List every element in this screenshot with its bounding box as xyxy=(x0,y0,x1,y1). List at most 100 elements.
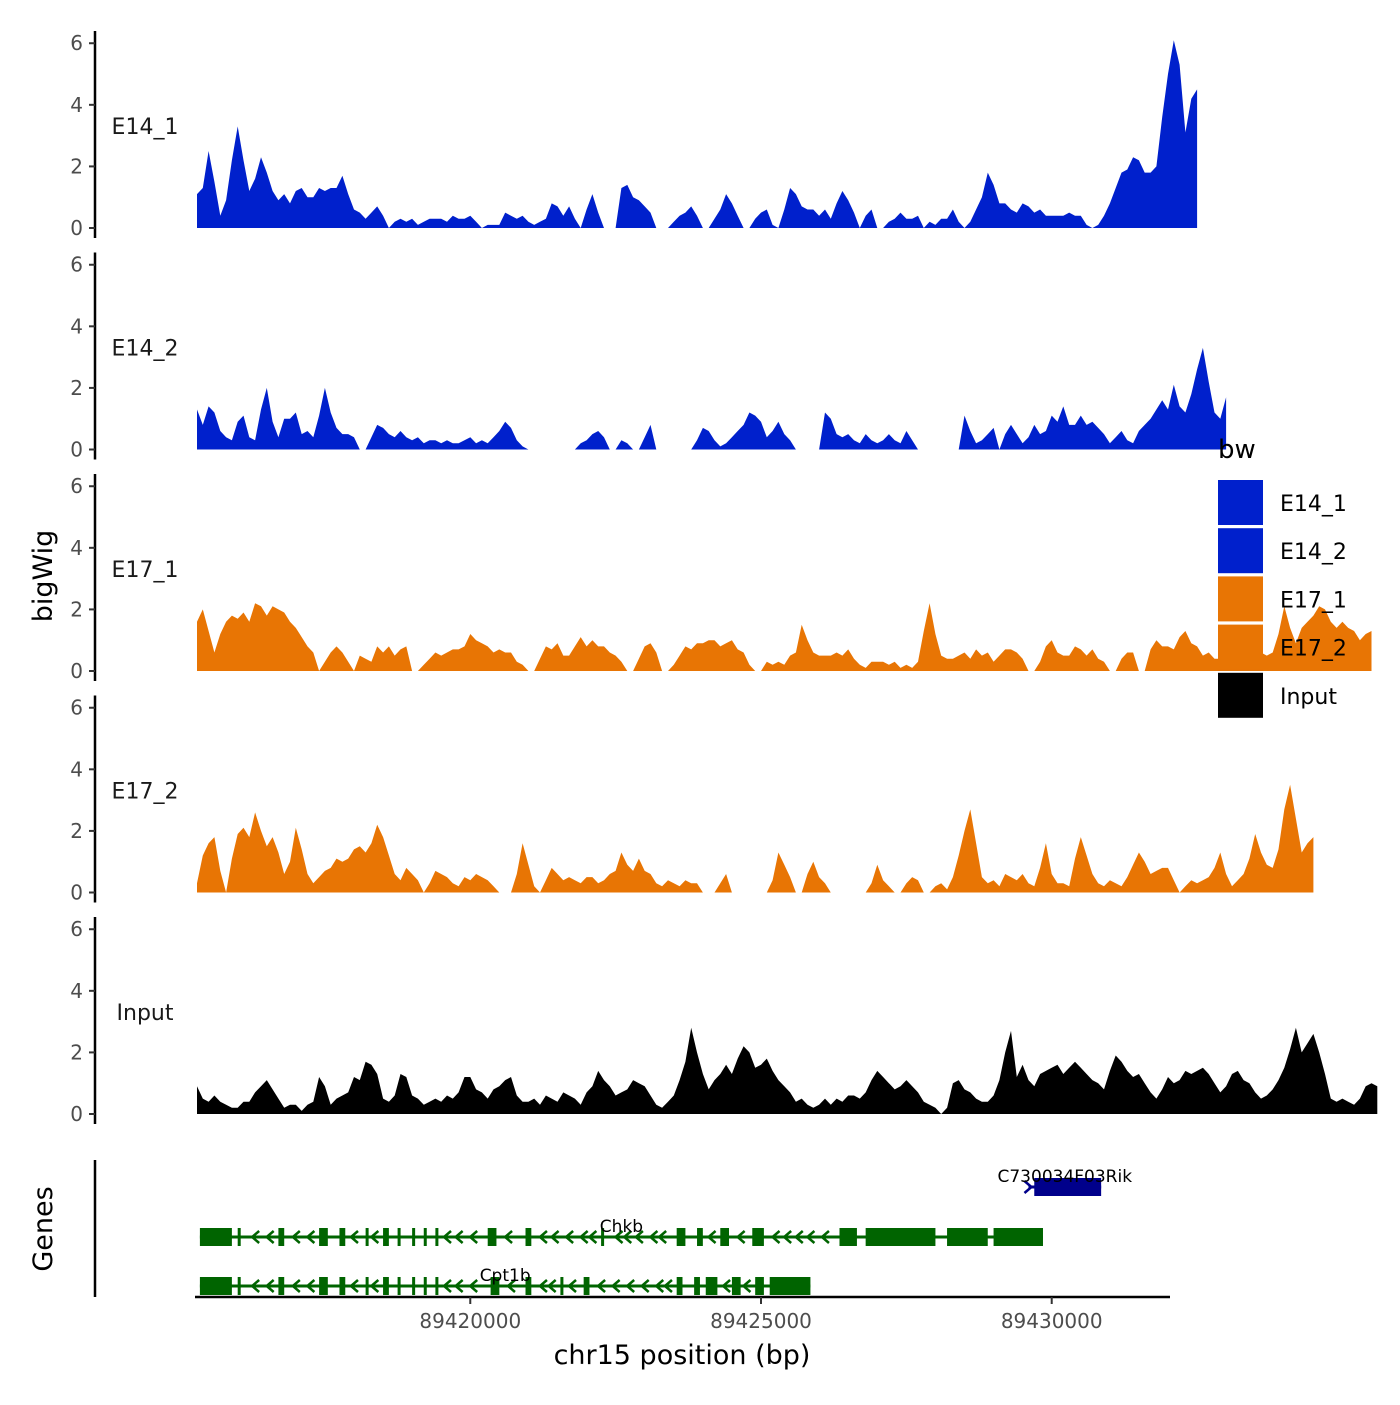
exon-cpt1b-8 xyxy=(397,1277,401,1295)
strand-arrow-chkb-1 xyxy=(209,1230,220,1244)
track-label-e14-2: E14_2 xyxy=(112,337,179,362)
y-tick-label-e17-2-0: 0 xyxy=(70,881,83,905)
exon-chkb-1 xyxy=(199,1228,232,1246)
exon-cpt1b-2 xyxy=(237,1277,241,1295)
strand-arrow-cpt1b-22 xyxy=(741,1279,752,1293)
strand-arrow-cpt1b-20 xyxy=(663,1279,673,1293)
exon-cpt1b-16 xyxy=(676,1277,683,1295)
y-axis-title: bigWig xyxy=(28,530,59,623)
coverage-area-e14-2 xyxy=(197,347,1227,450)
strand-arrow-chkb-20 xyxy=(648,1230,659,1244)
y-tick-label-e14-1-2: 2 xyxy=(70,154,83,178)
strand-arrow-c730034f03rik-1 xyxy=(1023,1180,1034,1194)
exon-chkb-5 xyxy=(339,1228,346,1246)
gene-label-cpt1b: Cpt1b xyxy=(480,1266,531,1286)
x-tick-label-89420000: 89420000 xyxy=(419,1309,521,1333)
strand-arrow-chkb-30 xyxy=(1000,1230,1011,1244)
y-tick-label-e17-2-2: 2 xyxy=(70,819,83,843)
strand-arrow-chkb-2 xyxy=(250,1230,260,1244)
strand-arrow-chkb-4 xyxy=(290,1230,301,1244)
y-tick-label-input-6: 6 xyxy=(70,917,83,941)
exon-cpt1b-20 xyxy=(755,1277,764,1295)
exon-chkb-20 xyxy=(865,1228,936,1246)
strand-arrow-chkb-21 xyxy=(657,1230,667,1244)
exon-chkb-15 xyxy=(676,1228,686,1246)
strand-arrow-cpt1b-8 xyxy=(442,1279,452,1293)
legend-swatch-input xyxy=(1218,672,1263,718)
strand-arrow-cpt1b-17 xyxy=(625,1279,635,1293)
legend-swatch-e17-1 xyxy=(1218,576,1263,622)
strand-arrow-cpt1b-11 xyxy=(506,1279,516,1293)
legend-swatch-e14-2 xyxy=(1218,528,1263,574)
track-label-e17-1: E17_1 xyxy=(112,558,179,583)
legend-swatch-e17-2 xyxy=(1218,624,1263,670)
coverage-area-input xyxy=(197,1027,1378,1114)
legend: bw E14_1 E14_2 E17_1 E17_2 Input xyxy=(1218,435,1347,718)
coverage-area-e14-1 xyxy=(197,40,1198,229)
track-e17-2: 0 2 4 6 E17_2 xyxy=(70,695,1314,905)
y-tick-label-e14-2-6: 6 xyxy=(70,253,83,277)
x-axis-title: chr15 position (bp) xyxy=(554,1340,811,1371)
y-tick-label-e14-1-6: 6 xyxy=(70,31,83,55)
strand-arrow-chkb-12 xyxy=(538,1230,548,1244)
gene-label-c730034f03rik: C730034F03Rik xyxy=(998,1167,1133,1187)
exon-cpt1b-6 xyxy=(365,1277,369,1295)
exon-cpt1b-17 xyxy=(694,1277,700,1295)
strand-arrow-chkb-8 xyxy=(442,1230,452,1244)
y-tick-label-e14-2-0: 0 xyxy=(70,438,83,462)
exon-chkb-16 xyxy=(697,1228,703,1246)
strand-arrow-cpt1b-14 xyxy=(567,1279,577,1293)
x-tick-label-89430000: 89430000 xyxy=(1001,1309,1103,1333)
strand-arrow-chkb-24 xyxy=(770,1230,781,1244)
track-label-e14-1: E14_1 xyxy=(112,115,179,140)
exon-cpt1b-5 xyxy=(339,1277,346,1295)
strand-arrow-chkb-18 xyxy=(622,1230,633,1244)
strand-arrow-chkb-25 xyxy=(782,1230,792,1244)
legend-label-input: Input xyxy=(1280,685,1337,710)
strand-arrow-cpt1b-16 xyxy=(610,1279,621,1293)
strand-arrow-cpt1b-3 xyxy=(264,1279,275,1293)
exon-chkb-17 xyxy=(720,1228,730,1246)
exon-cpt1b-19 xyxy=(731,1277,741,1295)
strand-arrow-chkb-16 xyxy=(587,1230,598,1244)
strand-arrow-chkb-15 xyxy=(578,1230,589,1244)
genes-panel: C730034F03Rik Chkb Cpt1b xyxy=(93,1160,1133,1297)
y-tick-label-input-0: 0 xyxy=(70,1102,83,1126)
exon-chkb-3 xyxy=(278,1228,285,1246)
track-e14-1: 0 2 4 6 E14_1 xyxy=(70,31,1198,240)
coverage-area-e17-1 xyxy=(197,603,1372,671)
strand-arrow-cpt1b-9 xyxy=(453,1279,464,1293)
strand-arrow-cpt1b-4 xyxy=(290,1279,301,1293)
exon-cpt1b-4 xyxy=(319,1277,328,1295)
exon-chkb-10 xyxy=(423,1228,427,1246)
strand-arrow-cpt1b-5 xyxy=(305,1279,316,1293)
strand-arrow-cpt1b-13 xyxy=(546,1279,557,1293)
exon-cpt1b-18 xyxy=(705,1277,718,1295)
strand-arrow-chkb-9 xyxy=(453,1230,464,1244)
y-tick-label-e14-1-4: 4 xyxy=(70,93,83,117)
exon-cpt1b-12 xyxy=(490,1277,500,1295)
strand-arrow-chkb-19 xyxy=(633,1230,644,1244)
exon-chkb-7 xyxy=(383,1228,389,1246)
exon-c730034f03rik-1 xyxy=(1034,1178,1102,1196)
exon-cpt1b-7 xyxy=(383,1277,389,1295)
exon-cpt1b-1 xyxy=(199,1277,232,1295)
strand-arrow-cpt1b-18 xyxy=(639,1279,650,1293)
x-tick-label-89425000: 89425000 xyxy=(710,1309,812,1333)
exon-chkb-8 xyxy=(397,1228,401,1246)
exon-cpt1b-11 xyxy=(435,1277,439,1295)
strand-arrow-chkb-23 xyxy=(735,1230,746,1244)
exon-chkb-19 xyxy=(839,1228,857,1246)
exon-chkb-14 xyxy=(601,1228,605,1246)
exon-cpt1b-9 xyxy=(412,1277,416,1295)
y-tick-label-e14-2-4: 4 xyxy=(70,314,83,338)
track-label-input: Input xyxy=(117,1001,174,1026)
gene-chkb: Chkb xyxy=(199,1217,1043,1246)
exon-cpt1b-3 xyxy=(278,1277,285,1295)
strand-arrow-chkb-22 xyxy=(706,1230,717,1244)
strand-arrow-cpt1b-21 xyxy=(721,1279,731,1293)
legend-label-e17-2: E17_2 xyxy=(1280,637,1347,662)
exon-chkb-2 xyxy=(237,1228,241,1246)
